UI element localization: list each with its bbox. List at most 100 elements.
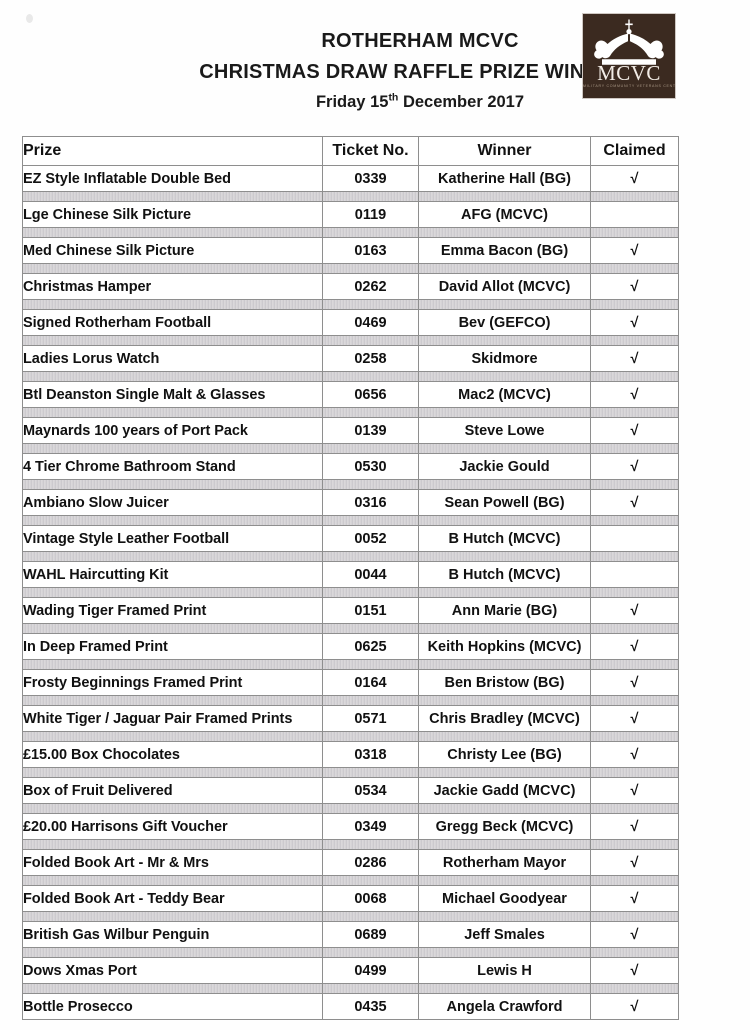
row-separator [22,911,679,922]
cell-winner: B Hutch (MCVC) [418,561,591,588]
row-separator-cell [22,947,323,958]
cell-ticket: 0499 [322,957,419,984]
table-row: In Deep Framed Print 0625 Keith Hopkins (M… [22,633,679,660]
cell-winner: Lewis H [418,957,591,984]
cell-ticket: 0318 [322,741,419,768]
claimed-mark: √ [590,489,679,516]
row-separator-cell [418,659,591,670]
claimed-mark: √ [590,993,679,1020]
claimed-mark: √ [590,597,679,624]
claimed-mark: √ [590,777,679,804]
cell-winner: AFG (MCVC) [418,201,591,228]
table-header-row: Prize Ticket No. Winner Claimed [22,136,679,166]
row-separator-cell [322,227,419,238]
table-row: Med Chinese Silk Picture 0163 Emma Bacon (… [22,237,679,264]
row-separator [22,695,679,706]
prize-winners-table: Prize Ticket No. Winner Claimed EZ Style… [22,136,679,1020]
row-separator-cell [22,371,323,382]
row-separator-cell [322,515,419,526]
cell-winner: Angela Crawford [418,993,591,1020]
row-separator [22,299,679,310]
row-separator-cell [418,443,591,454]
row-separator-cell [22,407,323,418]
row-separator-cell [22,551,323,562]
table-row: Frosty Beginnings Framed Print 0164 Ben Br… [22,669,679,696]
claimed-mark: √ [590,957,679,984]
logo-wordmark: MCVC [597,61,661,85]
row-separator [22,875,679,886]
scan-artifact [26,14,33,23]
cell-ticket: 0339 [322,165,419,192]
cell-winner: Gregg Beck (MCVC) [418,813,591,840]
row-separator-cell [322,695,419,706]
row-separator-cell [418,803,591,814]
row-separator-cell [322,911,419,922]
mcvc-logo: MCVC MILITARY COMMUNITY VETERANS CENTRE [583,14,675,98]
row-separator-cell [418,731,591,742]
cell-ticket: 0119 [322,201,419,228]
row-separator-cell [590,407,679,418]
row-separator [22,983,679,994]
cell-ticket: 0435 [322,993,419,1020]
row-separator-cell [418,479,591,490]
title-block: ROTHERHAM MCVC CHRISTMAS DRAW RAFFLE PRI… [0,26,750,116]
table-row: Signed Rotherham Football 0469 Bev (GEFCO)… [22,309,679,336]
row-separator-cell [418,551,591,562]
row-separator-cell [590,695,679,706]
column-header-ticket: Ticket No. [322,136,419,166]
cell-prize: Christmas Hamper [22,273,323,300]
claimed-mark: √ [590,741,679,768]
table-body: EZ Style Inflatable Double Bed 0339 Kather… [22,165,679,1020]
claimed-mark: √ [590,309,679,336]
row-separator-cell [322,659,419,670]
row-separator-cell [322,551,419,562]
row-separator-cell [22,767,323,778]
cell-winner: Steve Lowe [418,417,591,444]
claimed-mark: √ [590,345,679,372]
cell-prize: In Deep Framed Print [22,633,323,660]
table-row: Dows Xmas Port 0499 Lewis H √ [22,957,679,984]
row-separator-cell [322,803,419,814]
row-separator [22,335,679,346]
row-separator-cell [590,839,679,850]
table-row: Folded Book Art - Mr & Mrs 0286 Rotherham … [22,849,679,876]
row-separator [22,263,679,274]
crown-icon [594,19,664,65]
claimed-mark: √ [590,633,679,660]
cell-prize: EZ Style Inflatable Double Bed [22,165,323,192]
cell-ticket: 0262 [322,273,419,300]
claimed-mark: √ [590,237,679,264]
table-row: Box of Fruit Delivered 0534 Jackie Gadd (M… [22,777,679,804]
row-separator [22,191,679,202]
row-separator-cell [22,191,323,202]
row-separator-cell [22,623,323,634]
row-separator-cell [322,371,419,382]
row-separator-cell [418,767,591,778]
row-separator-cell [418,695,591,706]
row-separator [22,767,679,778]
row-separator-cell [418,191,591,202]
cell-prize: Folded Book Art - Mr & Mrs [22,849,323,876]
cell-winner: Jeff Smales [418,921,591,948]
row-separator-cell [590,335,679,346]
row-separator-cell [418,371,591,382]
row-separator-cell [322,767,419,778]
cell-prize: WAHL Haircutting Kit [22,561,323,588]
row-separator-cell [590,587,679,598]
row-separator [22,947,679,958]
row-separator [22,227,679,238]
cell-winner: Rotherham Mayor [418,849,591,876]
claimed-mark: √ [590,921,679,948]
table-row: EZ Style Inflatable Double Bed 0339 Kather… [22,165,679,192]
claimed-mark: √ [590,849,679,876]
row-separator-cell [590,551,679,562]
row-separator-cell [418,407,591,418]
cell-prize: Ambiano Slow Juicer [22,489,323,516]
cell-winner: Mac2 (MCVC) [418,381,591,408]
row-separator-cell [418,911,591,922]
cell-prize: Frosty Beginnings Framed Print [22,669,323,696]
row-separator-cell [22,875,323,886]
document-header: ROTHERHAM MCVC CHRISTMAS DRAW RAFFLE PRI… [0,0,750,128]
claimed-mark: √ [590,165,679,192]
